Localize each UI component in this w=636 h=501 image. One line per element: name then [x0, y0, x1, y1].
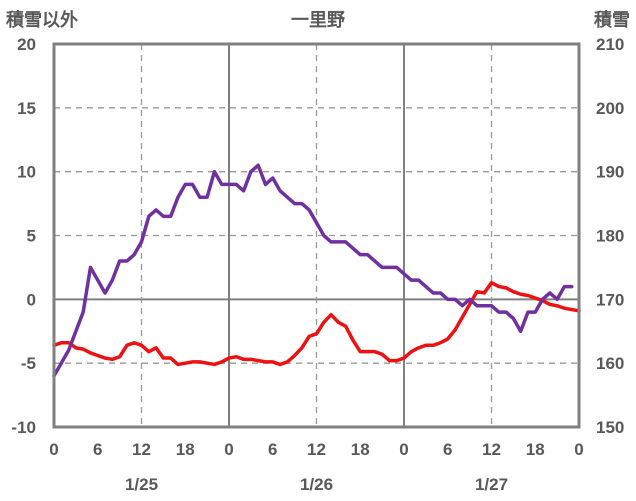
x-hour-tick-label: 18 — [176, 440, 195, 459]
x-hour-tick-label: 6 — [93, 440, 102, 459]
plot-frame — [52, 42, 581, 429]
left-tick-label: 20 — [17, 35, 36, 54]
x-hour-tick-label: 12 — [307, 440, 326, 459]
x-hour-tick-label: 18 — [351, 440, 370, 459]
x-date-label: 1/26 — [300, 475, 333, 494]
x-hour-tick-label: 0 — [574, 440, 583, 459]
snow-depth-line — [52, 163, 574, 378]
left-tick-label: -10 — [11, 418, 36, 437]
x-hour-tick-label: 18 — [526, 440, 545, 459]
left-tick-label: 10 — [17, 163, 36, 182]
x-hour-tick-label: 12 — [482, 440, 501, 459]
x-hour-tick-label: 6 — [443, 440, 452, 459]
right-tick-label: 190 — [596, 163, 624, 182]
x-hour-tick-label: 0 — [49, 440, 58, 459]
right-tick-label: 210 — [596, 35, 624, 54]
right-tick-label: 150 — [596, 418, 624, 437]
x-date-label: 1/25 — [125, 475, 158, 494]
left-tick-label: 5 — [27, 227, 36, 246]
left-tick-label: -5 — [21, 354, 36, 373]
x-hour-tick-label: 6 — [268, 440, 277, 459]
right-tick-label: 170 — [596, 290, 624, 309]
right-tick-label: 200 — [596, 99, 624, 118]
x-hour-tick-label: 0 — [224, 440, 233, 459]
secondary-line — [52, 280, 581, 367]
chart-title: 一里野 — [291, 10, 345, 30]
series-lines — [52, 163, 581, 378]
left-tick-label: 15 — [17, 99, 36, 118]
x-hour-tick-label: 0 — [399, 440, 408, 459]
right-axis-title: 積雪 — [593, 9, 630, 30]
x-hour-tick-label: 12 — [132, 440, 151, 459]
left-tick-label: 0 — [27, 290, 36, 309]
left-axis-title: 積雪以外 — [5, 9, 78, 30]
x-date-label: 1/27 — [475, 475, 508, 494]
grid-lines — [54, 44, 579, 427]
right-tick-label: 160 — [596, 354, 624, 373]
right-tick-label: 180 — [596, 227, 624, 246]
